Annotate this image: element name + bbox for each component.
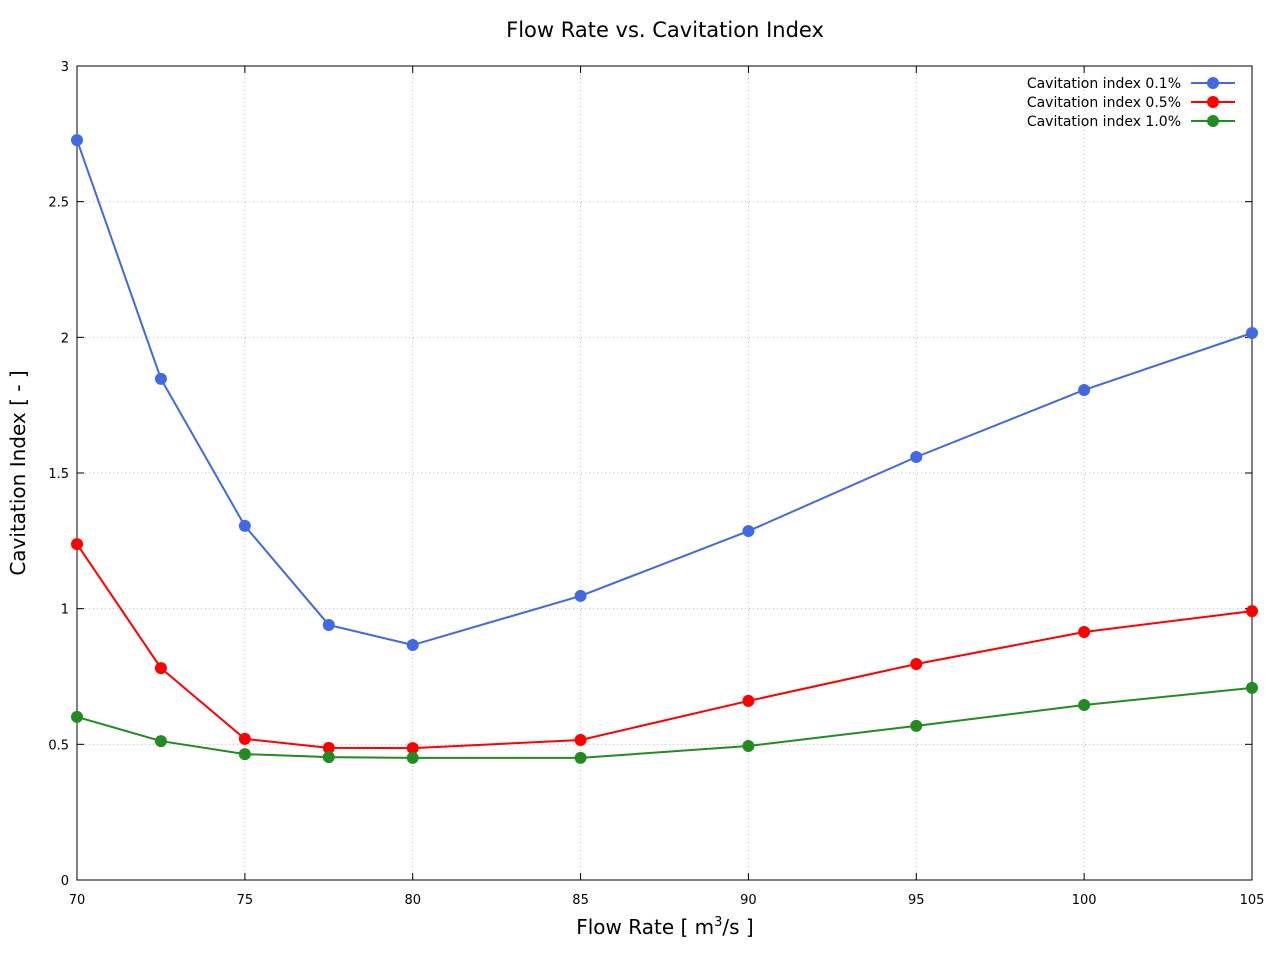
data-point [1246,326,1258,339]
x-tick-label: 70 [69,893,86,908]
x-tick-label: 105 [1240,893,1265,908]
data-point [71,710,83,723]
data-point [1078,626,1091,639]
data-point [574,751,587,764]
x-tick-label: 90 [740,893,757,908]
y-tick-label: 3 [61,60,69,75]
legend-label: Cavitation index 0.5% [1027,95,1181,111]
y-axis-label: Cavitation Index [ - ] [6,370,30,575]
data-point [910,658,923,671]
data-point [322,751,335,764]
data-point [322,741,335,754]
y-tick-label: 2 [61,331,69,346]
series-2 [71,538,1258,755]
data-point [742,525,755,538]
y-tick-label: 1.5 [48,467,69,482]
legend: Cavitation index 0.1% Cavitation index 0.… [1027,76,1235,130]
data-point [1078,698,1091,711]
x-tick-label: 80 [404,893,421,908]
x-axis-label: Flow Rate [ m3/s ] [576,915,753,939]
data-point [406,742,419,755]
data-point [238,519,251,532]
data-point [322,618,335,631]
data-point [742,739,755,752]
legend-marker [1207,115,1219,127]
data-point [574,589,587,602]
data-point [238,732,251,745]
data-point [574,733,587,746]
x-tick-label: 95 [908,893,925,908]
x-tick-label: 100 [1072,893,1097,908]
y-tick-label: 2.5 [48,196,69,211]
x-tick-label: 85 [572,893,589,908]
legend-label: Cavitation index 1.0% [1027,114,1181,130]
ticks: 70 75 80 85 90 95 100 105 0 0.5 1 1.5 2 2.5 3 [48,60,1264,908]
data-point [154,735,167,748]
series-line [76,139,1253,647]
grid [77,66,1252,880]
series-layer [71,134,1258,764]
data-point [910,450,923,463]
data-point [910,719,923,732]
data-point [238,748,251,761]
y-tick-label: 0 [61,874,69,889]
x-tick-label: 75 [237,893,254,908]
data-point [154,372,167,385]
data-point [406,751,419,764]
data-point [1246,605,1258,618]
legend-marker [1207,96,1219,108]
series-line [76,686,1253,759]
series-1 [71,134,1258,652]
series-line [76,543,1253,750]
series-3 [71,681,1258,764]
data-point [71,134,83,147]
y-tick-label: 0.5 [48,738,69,753]
data-point [406,639,419,652]
legend-marker [1207,77,1219,89]
data-point [1078,383,1091,396]
legend-label: Cavitation index 0.1% [1027,76,1181,92]
data-point [742,694,755,707]
chart-title: Flow Rate vs. Cavitation Index [506,18,824,42]
data-point [71,538,83,551]
data-point [1246,681,1258,694]
y-tick-label: 1 [61,603,69,618]
data-point [154,662,167,675]
